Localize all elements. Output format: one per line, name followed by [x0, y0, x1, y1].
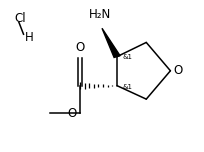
Text: &1: &1	[122, 84, 132, 90]
Text: &1: &1	[122, 54, 132, 60]
Text: O: O	[68, 107, 77, 120]
Text: H: H	[24, 31, 33, 44]
Text: O: O	[173, 64, 183, 77]
Polygon shape	[102, 28, 120, 57]
Text: Cl: Cl	[14, 12, 26, 25]
Text: H₂N: H₂N	[89, 8, 111, 21]
Text: O: O	[75, 41, 84, 54]
